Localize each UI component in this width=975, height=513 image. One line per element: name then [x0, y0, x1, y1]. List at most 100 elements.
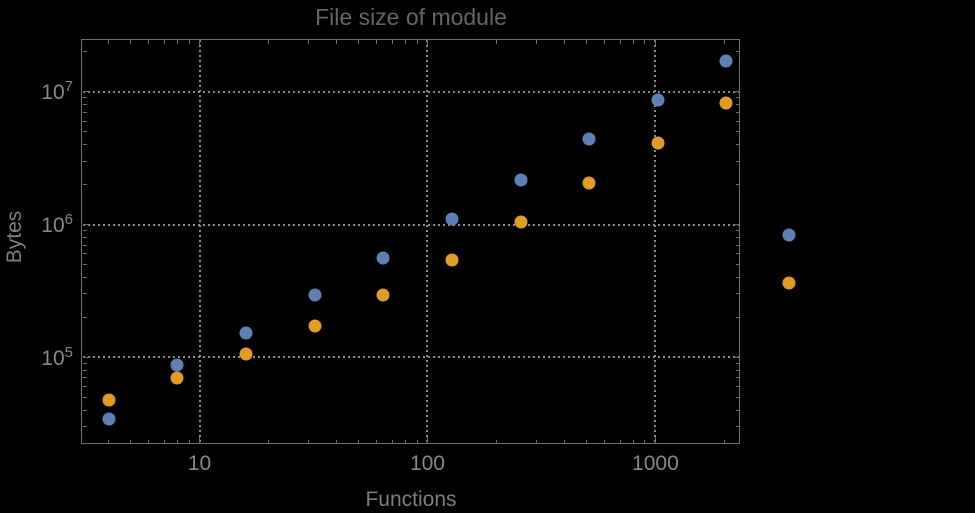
y-tick-mark [83, 97, 87, 99]
y-tick-mark [735, 263, 739, 265]
y-tick-mark [735, 386, 739, 388]
data-point-series-1-blue [239, 326, 253, 340]
y-tick-label-text: 107 [41, 78, 73, 105]
x-tick-mark [307, 40, 309, 44]
data-point-series-1-blue [102, 412, 116, 426]
x-tick-label: 10 [187, 452, 212, 475]
x-tick-mark [148, 439, 150, 443]
y-tick-label-text: 106 [41, 211, 73, 238]
y-tick-mark [735, 184, 739, 186]
x-tick-mark [163, 40, 165, 44]
y-tick-mark [735, 120, 739, 122]
y-tick-mark [735, 377, 739, 379]
y-tick-mark [735, 230, 739, 232]
y-tick-mark [735, 396, 739, 398]
data-point-series-1-blue [719, 54, 733, 68]
y-tick-mark [735, 160, 739, 162]
x-tick-mark [426, 40, 428, 46]
x-tick-mark [495, 439, 497, 443]
data-point-series-1-blue [308, 288, 322, 302]
y-tick-mark [83, 111, 87, 113]
y-tick-mark [83, 253, 87, 255]
data-point-series-2-orange [376, 288, 390, 302]
x-tick-mark [199, 437, 201, 443]
y-tick-mark [735, 131, 739, 133]
y-tick-mark [735, 144, 739, 146]
y-tick-mark [83, 244, 87, 246]
x-tick-mark [404, 40, 406, 44]
y-tick-mark [83, 263, 87, 265]
y-tick-mark [83, 356, 89, 358]
x-tick-mark [307, 439, 309, 443]
x-tick-mark [723, 439, 725, 443]
y-tick-label-text: 105 [41, 343, 73, 370]
x-tick-mark [654, 437, 656, 443]
data-point-series-2-orange [308, 319, 322, 333]
y-tick-mark [83, 362, 87, 364]
y-tick-mark [733, 91, 739, 93]
y-tick-mark [83, 276, 87, 278]
y-tick-mark [735, 104, 739, 106]
data-point-series-2-orange [719, 96, 733, 110]
y-tick-exponent: 5 [64, 343, 73, 361]
y-tick-mark [735, 244, 739, 246]
y-tick-mark [83, 51, 87, 53]
y-tick-mark [83, 131, 87, 133]
y-tick-mark [735, 253, 739, 255]
x-tick-label: 1000 [632, 452, 679, 475]
data-point-series-1-blue [445, 212, 459, 226]
data-point-series-1-blue [170, 358, 184, 372]
x-tick-mark [176, 439, 178, 443]
y-tick-mark [83, 409, 87, 411]
x-tick-mark [535, 439, 537, 443]
x-tick-mark [564, 439, 566, 443]
y-tick-mark [733, 356, 739, 358]
x-tick-mark [391, 439, 393, 443]
data-point-series-1-blue [514, 173, 528, 187]
y-tick-mark [83, 293, 87, 295]
y-tick-mark [735, 236, 739, 238]
data-point-series-2-orange [782, 276, 796, 290]
x-tick-mark [336, 439, 338, 443]
x-tick-mark [376, 40, 378, 44]
x-tick-mark [163, 439, 165, 443]
x-tick-mark [416, 439, 418, 443]
x-tick-mark [586, 40, 588, 44]
y-tick-label: 105 [0, 342, 73, 372]
y-tick-mark [735, 51, 739, 53]
y-tick-mark [83, 224, 89, 226]
x-tick-mark [632, 40, 634, 44]
x-tick-mark [564, 40, 566, 44]
x-tick-mark [108, 439, 110, 443]
x-tick-mark [495, 40, 497, 44]
y-tick-mark [83, 426, 87, 428]
y-tick-mark [83, 104, 87, 106]
data-point-series-2-orange [170, 371, 184, 385]
y-tick-exponent: 7 [64, 78, 73, 96]
x-tick-label: 100 [409, 452, 445, 475]
data-point-series-2-orange [514, 215, 528, 229]
y-tick-mark [735, 316, 739, 318]
x-tick-mark [267, 40, 269, 44]
y-tick-mark [735, 426, 739, 428]
x-tick-mark [391, 40, 393, 44]
y-tick-mark [735, 276, 739, 278]
x-tick-mark [108, 40, 110, 44]
x-tick-mark [723, 40, 725, 44]
data-point-series-2-orange [239, 347, 253, 361]
y-tick-mark [83, 120, 87, 122]
data-point-series-2-orange [445, 253, 459, 267]
y-tick-mark [83, 184, 87, 186]
y-tick-mark [83, 91, 89, 93]
x-tick-mark [644, 40, 646, 44]
y-tick-mark [735, 97, 739, 99]
grid-line-horizontal [83, 223, 739, 226]
x-tick-mark [358, 439, 360, 443]
y-tick-mark [83, 369, 87, 371]
data-point-series-2-orange [651, 136, 665, 150]
x-tick-mark [358, 40, 360, 44]
data-point-series-2-orange [582, 176, 596, 190]
y-tick-mark [735, 111, 739, 113]
plot-frame [81, 39, 740, 444]
